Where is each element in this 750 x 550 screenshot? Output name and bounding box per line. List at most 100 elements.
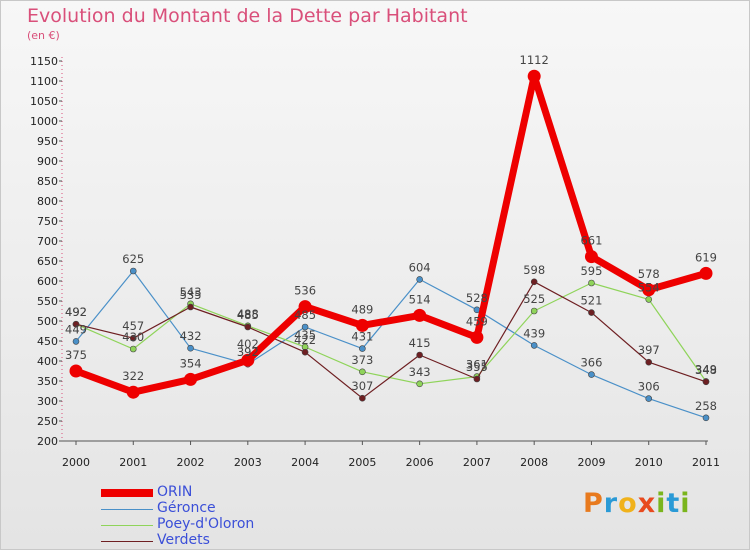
data-point-g-ronce: [129, 267, 137, 275]
y-tick-label: 1150: [30, 55, 58, 68]
data-point-orin: [126, 385, 140, 399]
data-label-g-ronce: 432: [180, 329, 202, 343]
data-point-poey-d-oloron: [645, 296, 653, 303]
data-label-g-ronce: 449: [65, 322, 87, 336]
data-label-poey-d-oloron: 595: [580, 264, 602, 278]
legend-swatch: [101, 509, 153, 510]
data-point-verdets: [416, 351, 423, 359]
data-point-poey-d-oloron: [129, 345, 137, 353]
logo-letter: o: [618, 488, 638, 519]
data-label-poey-d-oloron: 543: [180, 285, 202, 299]
data-label-orin: 489: [351, 302, 373, 316]
y-tick-label: 850: [37, 175, 58, 188]
logo-letter: P: [583, 488, 604, 519]
logo-letter: r: [603, 488, 619, 519]
data-label-verdets: 397: [638, 343, 660, 357]
y-tick-label: 650: [37, 255, 58, 268]
data-point-orin: [355, 318, 369, 332]
data-point-orin: [642, 283, 656, 297]
data-label-poey-d-oloron: 525: [523, 292, 545, 306]
data-point-g-ronce: [530, 342, 538, 349]
y-tick-label: 1100: [30, 75, 58, 88]
y-tick-label: 750: [37, 215, 58, 228]
series-line-g-ronce: [75, 270, 707, 419]
data-label-orin: 375: [65, 348, 87, 362]
series-layer: [69, 69, 713, 422]
data-label-g-ronce: 392: [237, 345, 259, 359]
data-label-g-ronce: 431: [351, 330, 373, 344]
data-label-verdets: 348: [695, 363, 717, 377]
series-line-poey-d-oloron: [75, 282, 707, 385]
x-tick-label: 2007: [463, 456, 491, 469]
y-tick-label: 350: [37, 375, 58, 388]
data-point-poey-d-oloron: [416, 380, 423, 388]
proxiti-logo: Proxiti: [583, 488, 691, 519]
data-label-orin: 459: [466, 314, 488, 328]
data-label-g-ronce: 306: [638, 380, 660, 394]
data-label-orin: 354: [180, 356, 202, 370]
x-tick-label: 2005: [348, 456, 376, 469]
data-label-verdets: 355: [466, 360, 488, 374]
x-tick-label: 2011: [692, 456, 720, 469]
data-point-verdets: [187, 303, 194, 311]
data-label-orin: 661: [580, 234, 602, 248]
data-label-verdets: 422: [294, 333, 316, 347]
data-label-verdets: 492: [65, 305, 87, 319]
x-tick-label: 2010: [635, 456, 663, 469]
y-tick-label: 200: [37, 435, 58, 448]
data-point-verdets: [473, 375, 481, 383]
data-point-g-ronce: [187, 344, 194, 352]
data-point-orin: [470, 330, 484, 344]
data-point-verdets: [244, 323, 252, 331]
data-label-orin: 536: [294, 284, 316, 298]
y-tick-label: 950: [37, 135, 58, 148]
logo-letter: i: [680, 488, 691, 519]
x-tick-label: 2006: [406, 456, 434, 469]
data-label-poey-d-oloron: 373: [351, 353, 373, 367]
x-tick-label: 2000: [62, 456, 90, 469]
data-point-orin: [69, 364, 83, 378]
legend-swatch: [101, 525, 153, 526]
data-label-orin: 322: [122, 369, 144, 383]
y-tick-label: 550: [37, 295, 58, 308]
logo-letter: t: [666, 488, 681, 519]
y-tick-label: 250: [37, 415, 58, 428]
data-point-g-ronce: [416, 276, 423, 283]
data-labels: 449 625 432 392 485 431 604 528 439 366 306 258 492 4…: [65, 53, 717, 413]
data-point-verdets: [530, 278, 538, 286]
y-tick-label: 800: [37, 195, 58, 208]
data-label-g-ronce: 604: [409, 260, 431, 274]
series-line-orin: [74, 72, 707, 396]
data-point-g-ronce: [702, 414, 710, 422]
line-chart: 200 250 300 350 400 450 500 550 600 650 700 750 800 8…: [30, 53, 720, 469]
data-label-g-ronce: 485: [294, 308, 316, 322]
data-point-verdets: [645, 358, 653, 366]
data-label-poey-d-oloron: 488: [237, 307, 259, 321]
chart-unit: (en €): [27, 29, 60, 42]
data-label-orin: 514: [409, 292, 431, 306]
legend-label: ORIN: [157, 484, 193, 500]
data-label-verdets: 535: [180, 288, 202, 302]
data-point-g-ronce: [301, 323, 309, 331]
x-tick-label: 2002: [177, 456, 205, 469]
y-tick-label: 500: [37, 315, 58, 328]
data-point-g-ronce: [359, 345, 366, 352]
data-point-g-ronce: [645, 395, 653, 402]
data-label-poey-d-oloron: 554: [638, 280, 660, 294]
data-point-verdets: [359, 394, 366, 402]
y-tick-label: 700: [37, 235, 58, 248]
x-tick-label: 2003: [234, 456, 262, 469]
data-label-g-ronce: 258: [695, 399, 717, 413]
data-point-poey-d-oloron: [359, 368, 366, 376]
y-tick-label: 900: [37, 155, 58, 168]
data-label-poey-d-oloron: 435: [294, 328, 316, 342]
data-point-orin: [527, 69, 541, 83]
chart-title: Evolution du Montant de la Dette par Hab…: [27, 5, 468, 27]
data-label-g-ronce: 439: [523, 326, 545, 340]
legend-label: Géronce: [157, 500, 216, 516]
data-label-verdets: 307: [351, 379, 373, 393]
data-label-g-ronce: 528: [466, 291, 488, 305]
data-point-g-ronce: [588, 371, 595, 378]
x-tick-label: 2004: [291, 456, 319, 469]
